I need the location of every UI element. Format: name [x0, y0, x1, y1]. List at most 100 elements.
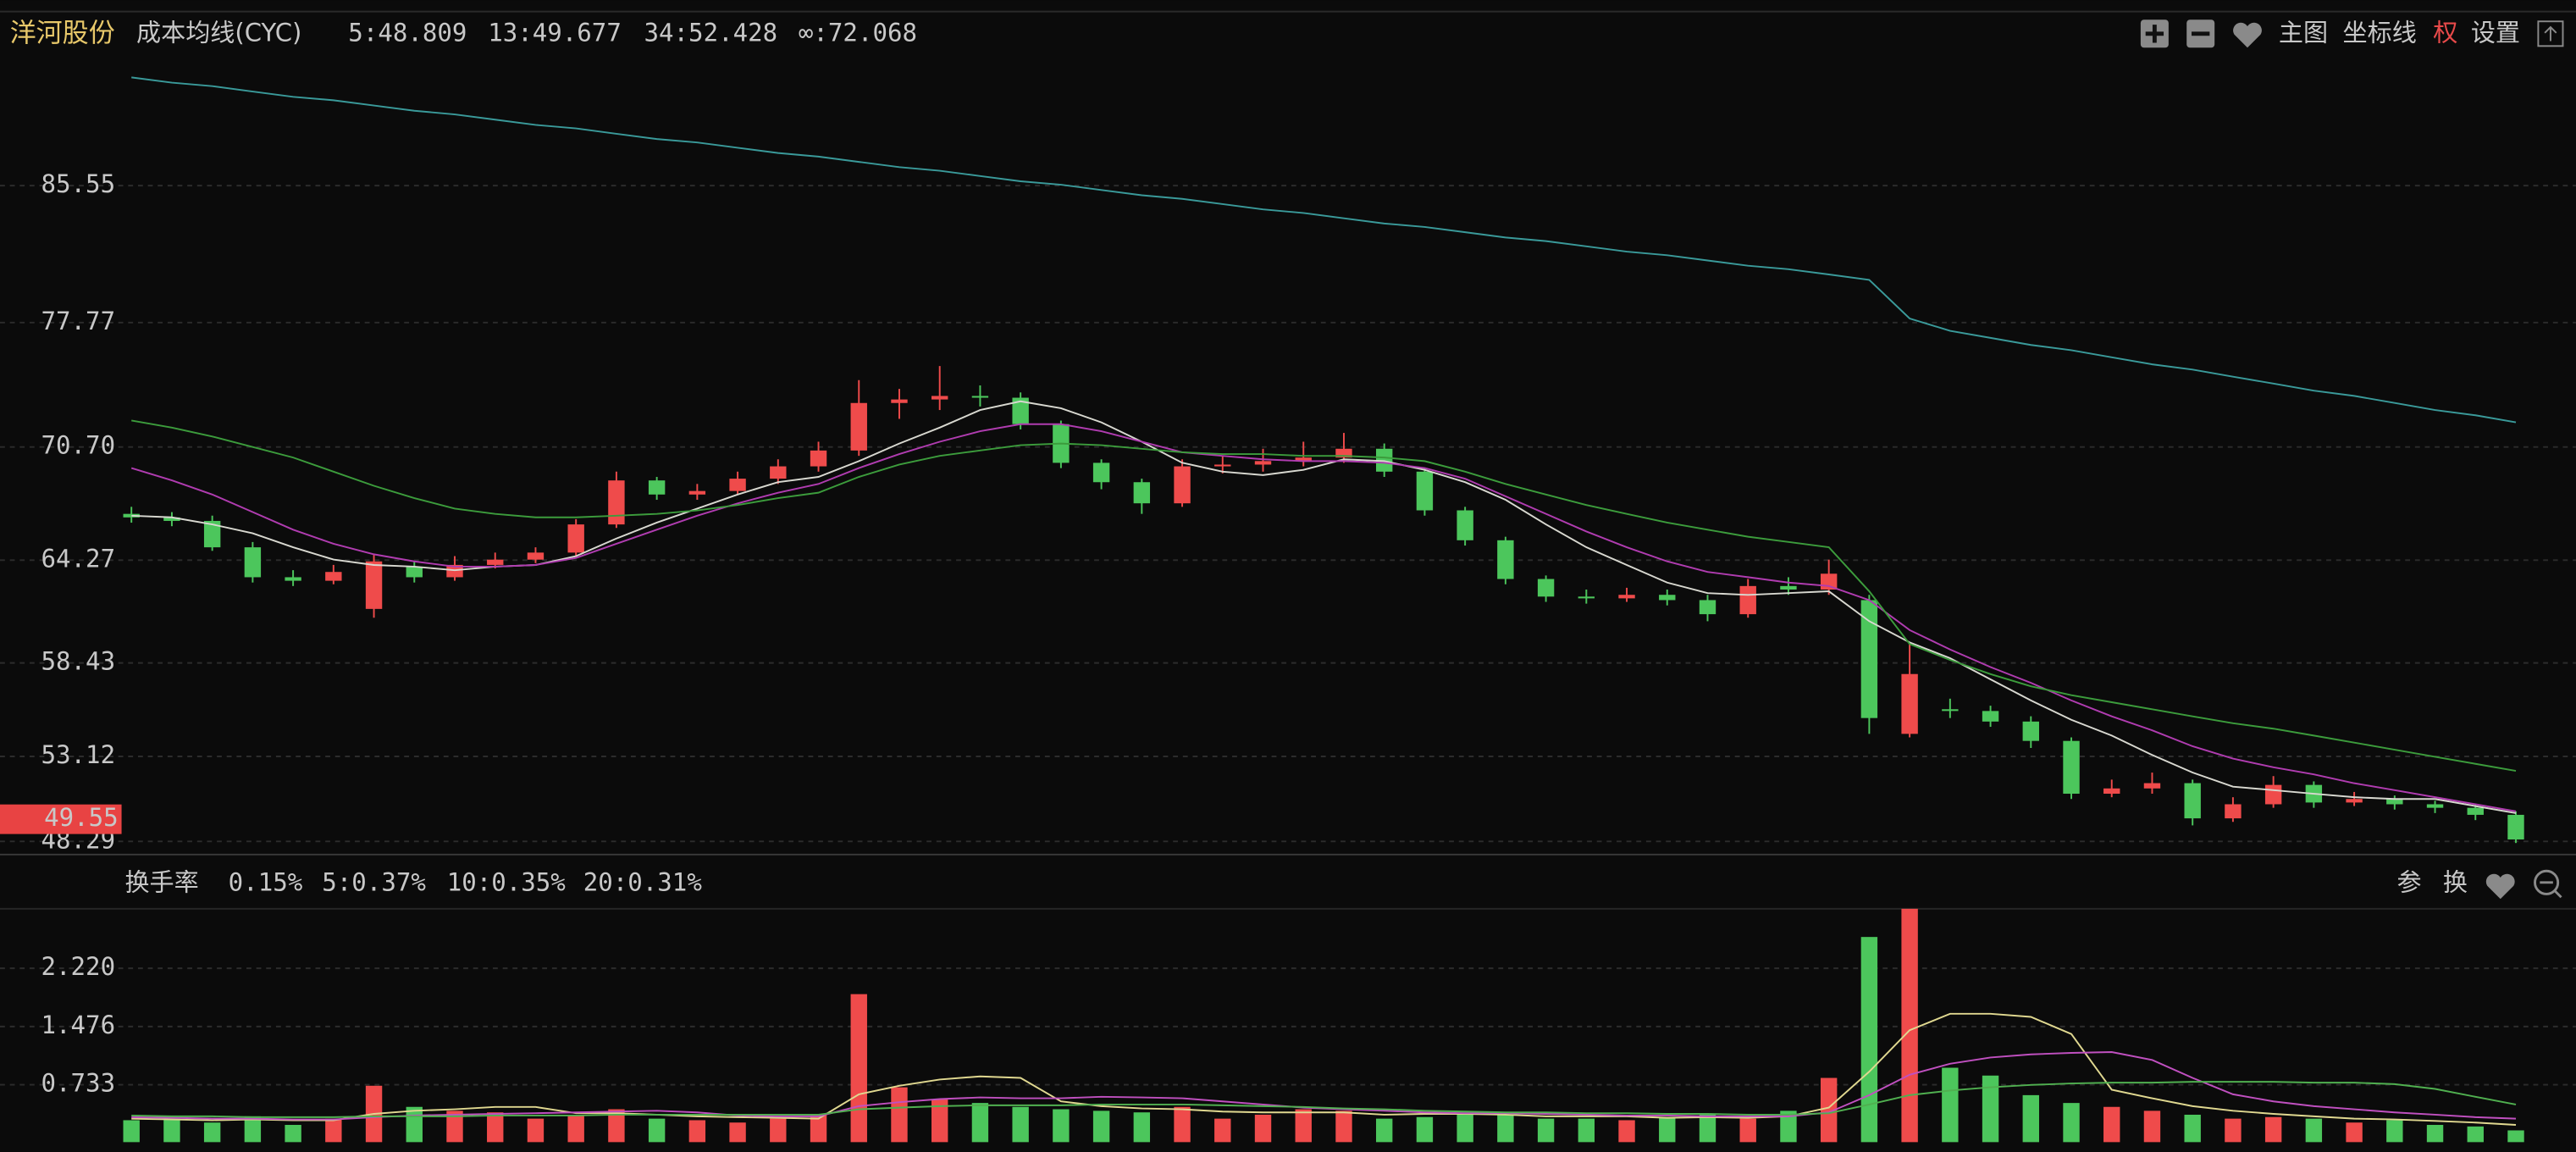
candle-body [1335, 448, 1352, 458]
volume-bar [2346, 1122, 2363, 1143]
volume-bar [1497, 1114, 1514, 1143]
candle-body [527, 552, 544, 560]
volume-bar [2143, 1110, 2161, 1143]
candle-body [1537, 579, 1555, 597]
volume-bar [325, 1118, 342, 1143]
candle-body [163, 517, 180, 521]
current-price-label: 49.55 [44, 803, 119, 832]
y-tick-label: 2.220 [41, 952, 116, 981]
candle-body [285, 577, 301, 581]
candle-body [729, 479, 746, 491]
candle-body [810, 450, 827, 467]
legend-entry: 5:0.37% [322, 868, 426, 897]
candle-body [567, 524, 584, 553]
favorite-button[interactable] [2233, 22, 2262, 48]
candle-body [2184, 783, 2201, 819]
volume-bar [1457, 1112, 1473, 1143]
toolbar-item[interactable]: 权 [2433, 19, 2457, 47]
volume-bar [2103, 1106, 2120, 1143]
candle-body [850, 402, 867, 451]
candle-body [1901, 673, 1918, 734]
ma-line [131, 1012, 2517, 1126]
volume-bar [1416, 1116, 1434, 1143]
volume-bar [244, 1116, 262, 1143]
zoom-button[interactable] [2534, 869, 2560, 895]
volume-bar [203, 1122, 221, 1143]
volume-bar [688, 1120, 706, 1143]
volume-toolbar: 参 换 [2397, 868, 2562, 900]
favorite-button[interactable] [2485, 873, 2515, 900]
candle-body [1457, 510, 1473, 540]
icon [2540, 881, 2562, 899]
volume-bar [2386, 1120, 2403, 1143]
volume-bar [1578, 1118, 1595, 1143]
volume-bar [971, 1103, 989, 1143]
volume-bar [487, 1112, 504, 1143]
candle-body [2103, 788, 2120, 795]
candle-body [1012, 397, 1029, 424]
volume-bar [850, 994, 867, 1143]
y-tick-label: 64.27 [41, 544, 116, 573]
candle-body [2143, 783, 2161, 789]
candle-body [1497, 540, 1514, 579]
volume-bar [2022, 1094, 2039, 1143]
volume-bar [2184, 1114, 2201, 1143]
volume-bar [1982, 1075, 1999, 1143]
volume-bar [1659, 1116, 1676, 1143]
volume-bar [1699, 1114, 1716, 1143]
candle-body [648, 480, 666, 495]
volume-bar [285, 1125, 301, 1143]
volume-bar [163, 1118, 180, 1143]
volume-bar [2063, 1103, 2080, 1143]
volume-title: 换手率 [124, 868, 198, 897]
export-button[interactable] [2537, 20, 2564, 47]
legend-entry: 13:49.677 [488, 19, 622, 47]
candle-body [1982, 711, 1999, 722]
volume-bar [1012, 1106, 1029, 1143]
volume-subtitle: 0.15% [229, 868, 303, 897]
volume-bar [2305, 1118, 2323, 1143]
volume-bar [1860, 937, 1878, 1143]
volume-bar [123, 1120, 140, 1143]
candle-body [487, 559, 504, 565]
toolbar-item[interactable]: 换 [2443, 868, 2468, 897]
candle-body [365, 561, 383, 609]
candle-body [1254, 461, 1272, 465]
candle-body [891, 399, 908, 403]
volume-bar [1537, 1118, 1555, 1143]
volume-bar [2426, 1125, 2444, 1143]
volume-bar [1375, 1118, 1393, 1143]
y-tick-label: 58.43 [41, 647, 116, 676]
candle-body [2225, 804, 2242, 819]
volume-bar [1780, 1110, 1797, 1143]
legend-entry: 20:0.31% [583, 868, 703, 897]
toolbar: 主图 坐标线 权 设置 [2140, 19, 2564, 48]
toolbar-item[interactable]: 主图 [2279, 19, 2328, 47]
candle-body [1133, 482, 1151, 504]
candle-body [203, 520, 221, 548]
candle-body [931, 396, 948, 400]
toolbar-item[interactable]: 参 [2397, 868, 2422, 897]
toolbar-item[interactable]: 坐标线 [2343, 19, 2417, 47]
volume-bar [648, 1118, 666, 1143]
toolbar-item[interactable]: 设置 [2471, 19, 2520, 47]
candle-body [2507, 814, 2524, 840]
volume-bar [1092, 1110, 1110, 1143]
candle-body [1174, 466, 1191, 504]
legend-entry: 5:48.809 [348, 19, 467, 47]
candle-body [1578, 596, 1595, 599]
candle-body [1942, 709, 1959, 712]
ma-line [131, 1081, 2517, 1118]
candle-body [406, 566, 423, 578]
y-tick-label: 77.77 [41, 307, 116, 335]
volume-bar [1295, 1109, 1312, 1143]
candle-body [2386, 799, 2403, 805]
icon [2145, 25, 2164, 43]
y-tick-label: 0.733 [41, 1069, 116, 1098]
y-tick-label: 53.12 [41, 740, 116, 769]
candle-body [244, 547, 262, 578]
candle-body [325, 572, 342, 581]
candle-body [2063, 740, 2080, 795]
